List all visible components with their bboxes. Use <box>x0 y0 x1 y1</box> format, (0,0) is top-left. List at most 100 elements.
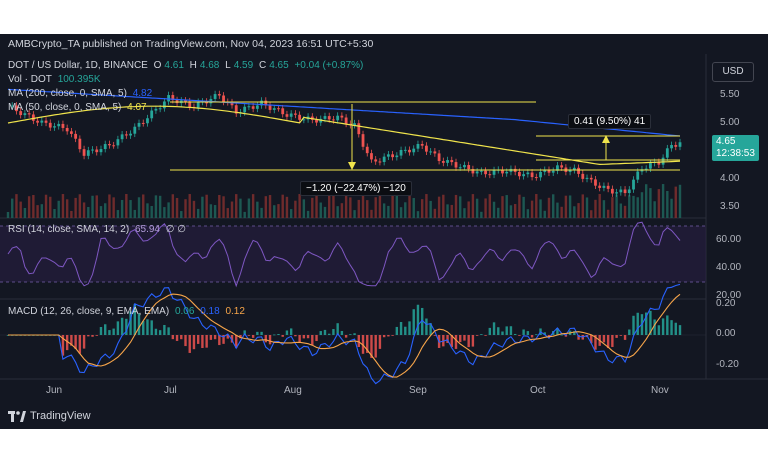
volume-bar <box>657 189 661 218</box>
rsi-tick: 20.00 <box>716 290 742 301</box>
candle-body <box>395 155 399 158</box>
volume-bar <box>391 195 394 218</box>
macd-hist-bar <box>281 335 284 337</box>
candle-body <box>260 100 263 106</box>
volume-bar <box>450 204 453 218</box>
macd-hist-bar <box>323 329 327 335</box>
volume-bar <box>471 194 475 218</box>
macd-line-value: 0.18 <box>200 306 220 317</box>
ma200-legend[interactable]: MA (200, close, 0, SMA, 5) 4.82 <box>8 88 155 99</box>
publisher-line: AMBCrypto_TA published on TradingView.co… <box>8 38 374 50</box>
macd-hist-bar <box>239 335 242 339</box>
macd-hist-bar <box>315 335 318 342</box>
volume-bar <box>142 194 145 218</box>
candle-body <box>302 119 306 121</box>
candle-body <box>572 167 576 171</box>
macd-hist-bar <box>180 335 183 340</box>
candle-body <box>450 160 454 163</box>
candle-body <box>99 149 103 153</box>
rsi-legend[interactable]: RSI (14, close, SMA, 14, 2) 65.94 ∅ ∅ <box>8 224 189 235</box>
volume-bar <box>99 206 103 218</box>
volume-bar <box>82 202 86 218</box>
volume-bar <box>61 194 65 218</box>
macd-hist-bar <box>653 319 656 335</box>
candle-body <box>560 165 564 168</box>
price-chart[interactable] <box>0 34 768 429</box>
candle-body <box>598 185 602 188</box>
volume-legend[interactable]: Vol · DOT 100.395K <box>8 74 104 85</box>
macd-hist-bar <box>99 326 103 335</box>
macd-hist-bar <box>95 335 98 336</box>
volume-bar <box>366 200 369 218</box>
volume-bar <box>408 194 411 218</box>
macd-hist-bar <box>70 335 73 346</box>
macd-hist-bar <box>133 303 136 335</box>
close-value: 4.65 <box>269 60 289 71</box>
volume-bar <box>497 207 500 218</box>
macd-hist-bar <box>615 335 618 338</box>
volume-bar <box>298 194 301 218</box>
macd-hist-bar <box>218 335 221 346</box>
candle-body <box>649 163 652 169</box>
rsi-label: RSI (14, close, SMA, 14, 2) <box>8 224 130 235</box>
tradingview-logo[interactable]: TradingView <box>8 410 91 422</box>
ma200-value: 4.82 <box>132 88 153 99</box>
currency-button[interactable]: USD <box>712 62 754 82</box>
macd-hist-bar <box>319 331 322 335</box>
up-measure-label[interactable]: 0.41 (9.50%) 41 <box>568 114 652 129</box>
volume-bar <box>19 201 22 218</box>
macd-hist-bar <box>556 327 559 335</box>
candle-body <box>437 153 441 162</box>
symbol-legend[interactable]: DOT / US Dollar, 1D, BINANCE O 4.61 H 4.68… <box>8 60 366 71</box>
candle-body <box>551 170 555 173</box>
candle-body <box>539 171 542 178</box>
macd-hist-bar <box>222 335 225 344</box>
macd-hist-bar <box>657 325 661 335</box>
volume-bar <box>370 209 373 218</box>
volume-bar <box>556 202 559 218</box>
macd-hist-bar <box>408 321 411 335</box>
volume-bar <box>137 197 141 218</box>
down-measure-label[interactable]: −1.20 (−22.47%) −120 <box>300 181 412 196</box>
macd-hist-bar <box>332 329 335 335</box>
macd-hist-bar <box>513 333 517 335</box>
candle-body <box>95 149 99 153</box>
candle-body <box>74 133 78 139</box>
volume-bar <box>522 196 525 218</box>
volume-bar <box>209 204 213 218</box>
candle-body <box>606 185 610 189</box>
volume-bar <box>564 195 568 218</box>
volume-bar <box>632 195 635 218</box>
candle-body <box>416 144 420 149</box>
candle-body <box>467 165 471 170</box>
tradingview-logo-text: TradingView <box>30 410 91 422</box>
volume-bar <box>492 201 496 218</box>
candle-body <box>370 153 373 160</box>
volume-bar <box>328 195 331 218</box>
volume-bar <box>666 190 669 218</box>
volume-bar <box>615 194 618 218</box>
volume-bar <box>543 210 546 218</box>
candle-body <box>556 165 559 171</box>
candle-body <box>19 111 23 116</box>
volume-bar <box>568 195 572 218</box>
macd-hist-bar <box>87 335 90 337</box>
candle-body <box>141 122 145 124</box>
candle-body <box>27 113 31 115</box>
volume-bar <box>353 210 356 218</box>
volume-bar <box>437 196 441 218</box>
volume-bar <box>636 197 639 218</box>
candle-body <box>162 101 166 109</box>
price-tick: 4.00 <box>720 173 740 184</box>
ma50-legend[interactable]: MA (50, close, 0, SMA, 5) 4.07 <box>8 102 150 113</box>
volume-bar <box>78 194 82 218</box>
candle-body <box>429 151 433 153</box>
macd-legend[interactable]: MACD (12, 26, close, 9, EMA, EMA) 0.06 0… <box>8 306 248 317</box>
candle-body <box>15 105 18 112</box>
macd-hist-bar <box>594 335 597 350</box>
volume-bar <box>446 204 449 218</box>
candle-body <box>53 126 56 128</box>
volume-bar <box>32 195 35 218</box>
candle-body <box>657 161 661 165</box>
macd-hist-bar <box>340 330 344 335</box>
